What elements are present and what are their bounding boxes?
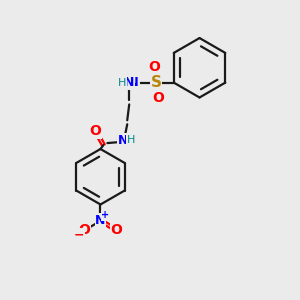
Text: H: H <box>127 135 135 145</box>
Text: H: H <box>118 78 127 88</box>
Text: O: O <box>110 223 122 237</box>
Text: O: O <box>90 124 101 138</box>
Text: −: − <box>74 229 84 242</box>
Text: N: N <box>124 76 134 89</box>
Text: N: N <box>95 214 106 227</box>
Text: O: O <box>79 223 91 237</box>
Text: O: O <box>148 60 160 74</box>
Text: S: S <box>151 75 161 90</box>
Text: N: N <box>118 134 128 147</box>
Text: HN: HN <box>119 76 140 89</box>
Text: O: O <box>152 92 164 106</box>
Text: +: + <box>101 210 110 220</box>
